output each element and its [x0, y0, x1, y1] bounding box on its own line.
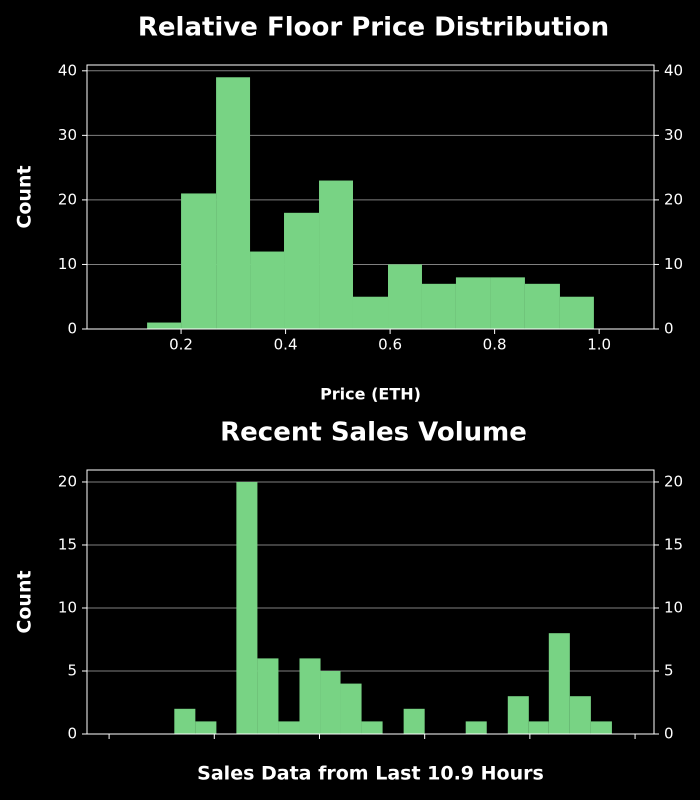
y2-tick-label: 5	[664, 661, 674, 679]
x-axis-label: Sales Data from Last 10.9 Hours	[197, 763, 544, 785]
y-tick-label: 20	[58, 472, 77, 490]
y2-tick-label: 15	[664, 535, 683, 553]
bar	[284, 212, 320, 329]
bar	[299, 658, 321, 734]
bar	[490, 277, 525, 329]
bar	[340, 683, 362, 734]
bar	[236, 481, 258, 734]
bar	[320, 670, 341, 734]
bar	[147, 322, 182, 329]
y-tick-label: 10	[58, 598, 77, 616]
chart-title: Relative Floor Price Distribution	[138, 13, 609, 43]
bar	[181, 193, 217, 329]
y2-tick-label: 10	[664, 598, 683, 616]
bar	[195, 721, 217, 734]
y-tick-label: 15	[58, 535, 77, 553]
bar	[559, 296, 594, 329]
bar	[361, 721, 383, 734]
bar	[388, 264, 422, 329]
bar	[216, 77, 251, 329]
y2-tick-label: 20	[664, 472, 683, 490]
y-axis-label: Count	[14, 570, 36, 633]
bar	[455, 277, 491, 329]
bar	[250, 251, 285, 329]
y-tick-label: 20	[58, 190, 77, 208]
bar	[421, 283, 456, 329]
y-tick-label: 0	[67, 725, 77, 743]
bar	[590, 721, 612, 734]
y2-tick-label: 40	[664, 61, 683, 79]
bar	[278, 721, 300, 734]
y2-tick-label: 30	[664, 126, 683, 144]
y2-tick-label: 10	[664, 255, 683, 273]
bar	[528, 721, 549, 734]
y2-tick-label: 0	[664, 725, 674, 743]
y-tick-label: 5	[67, 661, 77, 679]
bar	[507, 696, 529, 734]
y-tick-label: 40	[58, 61, 77, 79]
bar	[403, 708, 425, 734]
plot-frame	[86, 64, 655, 330]
x-tick-label: 0.4	[274, 336, 298, 354]
x-tick-label: 1.0	[587, 336, 611, 354]
bar	[524, 283, 560, 329]
y-tick-label: 30	[58, 126, 77, 144]
y-axis-label: Count	[14, 165, 36, 228]
y-tick-label: 0	[67, 320, 77, 338]
bar	[548, 633, 570, 734]
x-tick-label: 0.2	[169, 336, 193, 354]
bar	[352, 296, 389, 329]
plot-frame	[86, 469, 655, 735]
bar	[319, 180, 353, 329]
y2-tick-label: 20	[664, 190, 683, 208]
x-tick-label: 0.8	[483, 336, 507, 354]
bar	[174, 708, 196, 734]
x-tick-label: 0.6	[378, 336, 402, 354]
bar	[569, 696, 591, 734]
y2-tick-label: 0	[664, 320, 674, 338]
x-axis-label: Price (ETH)	[320, 385, 421, 404]
y-tick-label: 10	[58, 255, 77, 273]
bar	[257, 658, 279, 734]
bar	[465, 721, 487, 734]
chart-title: Recent Sales Volume	[220, 418, 527, 448]
